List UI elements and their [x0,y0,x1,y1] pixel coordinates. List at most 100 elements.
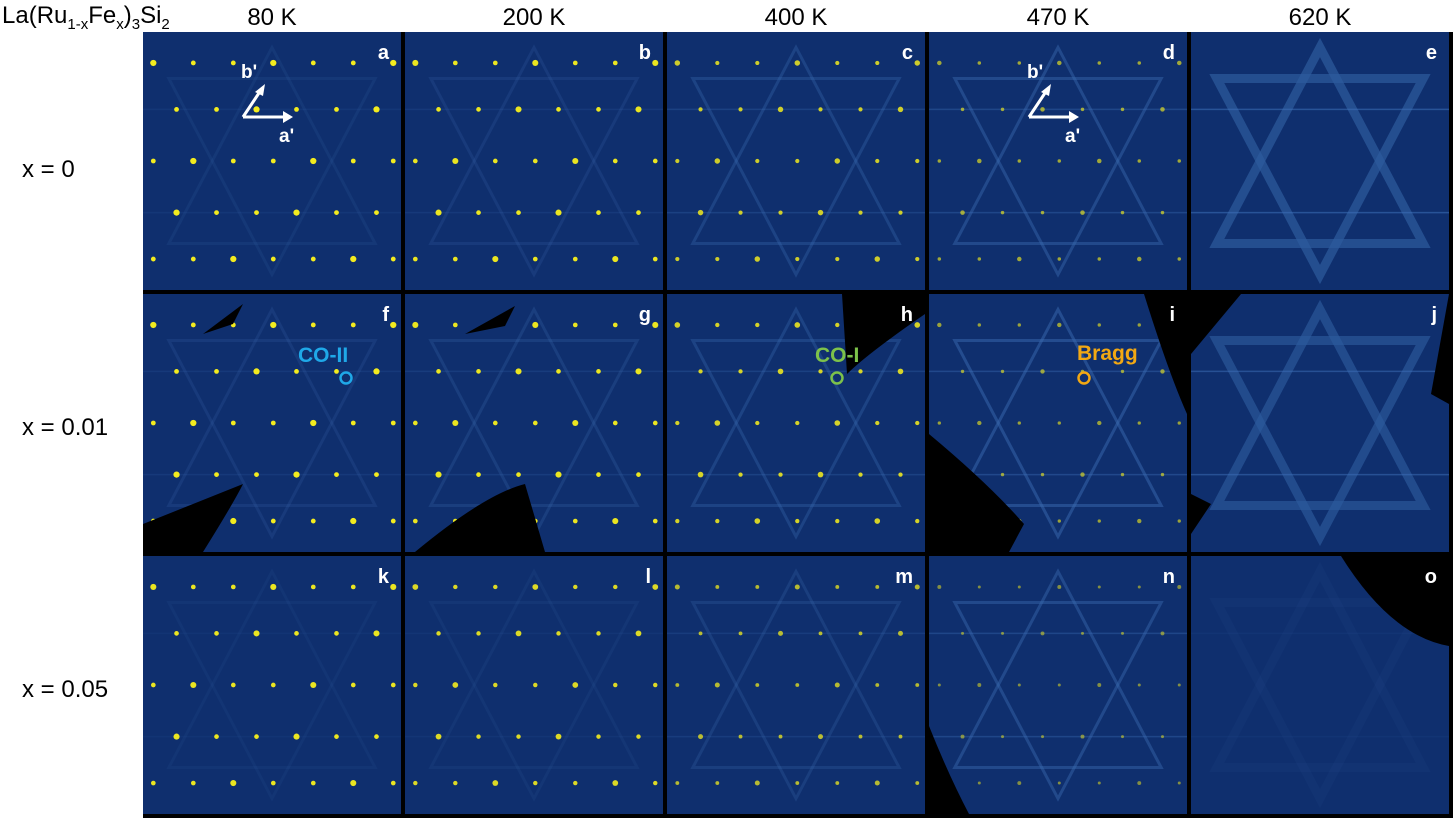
bragg-peak [778,734,783,739]
panel-letter-m: m [895,566,913,588]
bragg-peak [612,420,618,426]
panel-letter-f: f [382,304,389,326]
bragg-peak [230,584,236,590]
bragg-peak [150,59,157,67]
bragg-peak [373,106,380,113]
bragg-peak [715,322,720,328]
bragg-peak [754,518,761,524]
bragg-peak [754,256,761,262]
bragg-peak [738,472,743,477]
bragg-peak [1000,107,1005,112]
bragg-peak [977,420,982,426]
bragg-peak [230,420,236,426]
bragg-peak [413,682,418,688]
bragg-peak [977,323,981,327]
bragg-peak [516,210,521,215]
bragg-peak [1160,472,1165,477]
bragg-peak [253,630,260,637]
bragg-peak [270,321,277,329]
bragg-peak [1040,631,1045,636]
detector-gap-region [929,726,969,814]
bragg-peak [914,60,920,66]
bragg-peak [1057,322,1062,328]
bragg-peak [310,256,316,262]
annotation-bragg: Bragg [1077,342,1138,365]
bragg-peak [1097,585,1101,589]
bragg-peak [1097,257,1102,261]
hexagram-triangle-2 [428,338,640,540]
bragg-peak [270,780,276,786]
bragg-peak [1057,421,1061,425]
bragg-peak [778,472,783,477]
bragg-peak [452,419,459,427]
bragg-peak [937,159,942,163]
bragg-peak [373,630,380,637]
bragg-peak [293,733,300,740]
bragg-peak [390,59,397,67]
bragg-peak [738,369,743,374]
bragg-peak [1080,734,1085,739]
bragg-peak [230,60,236,66]
bragg-peak [612,158,618,164]
bragg-peak [253,106,260,113]
bragg-peak [1097,519,1101,523]
bragg-peak [492,158,498,164]
annotation-marker-co2 [339,371,353,385]
bragg-peak [412,518,418,524]
bragg-peak [436,107,441,112]
bragg-peak [738,734,743,739]
bragg-peak [1001,631,1005,635]
bragg-peak [1120,369,1125,374]
bragg-peak [835,60,840,66]
bragg-peak [1097,61,1102,65]
bragg-peak [1097,158,1102,164]
bragg-peak [636,734,641,739]
bragg-peak [915,158,920,164]
bragg-peak [532,584,539,590]
bragg-peak [1001,735,1005,739]
bragg-peak [715,585,720,589]
bragg-peak [270,59,277,67]
bragg-peak [915,781,920,785]
bragg-peak [835,518,840,524]
bragg-peak [436,631,441,636]
panel-letter-n: n [1162,566,1175,588]
bragg-peak [1057,519,1061,523]
bragg-peak [493,584,498,590]
hexagram-triangle-2 [690,76,902,278]
bragg-peak [532,158,538,164]
bragg-peak [390,780,396,786]
bragg-peak [897,106,904,113]
detector-gap-region [1191,294,1449,534]
bragg-peak [715,60,720,66]
hexagram-triangle-2 [1209,335,1431,547]
bragg-peak [738,631,743,636]
bragg-peak [977,61,982,65]
bragg-peak [738,107,743,112]
bragg-peak [858,107,863,112]
bragg-peak [652,584,659,590]
bragg-peak [214,369,219,374]
bragg-peak [254,734,259,739]
detector-gap-region [842,294,925,374]
bragg-peak [350,517,357,525]
bragg-peak [476,210,481,215]
hexagram-triangle-1 [690,306,902,508]
bragg-peak [556,369,561,374]
bragg-peak [834,158,841,164]
bragg-peak [1040,210,1045,215]
bragg-peak [977,257,982,261]
bragg-peak [675,256,680,262]
bragg-peak [230,779,237,787]
bragg-peak [452,60,458,66]
bragg-peak [636,210,641,215]
bragg-peak [190,256,196,262]
bragg-peak [596,369,601,374]
bragg-peak [1017,421,1021,425]
hexagram-triangle-1 [1209,37,1431,249]
bragg-peak [977,585,981,589]
hexagram-triangle-1 [690,568,902,770]
bragg-peak [818,369,823,374]
annotation-marker-co1 [830,371,844,385]
bragg-peak [174,107,179,112]
